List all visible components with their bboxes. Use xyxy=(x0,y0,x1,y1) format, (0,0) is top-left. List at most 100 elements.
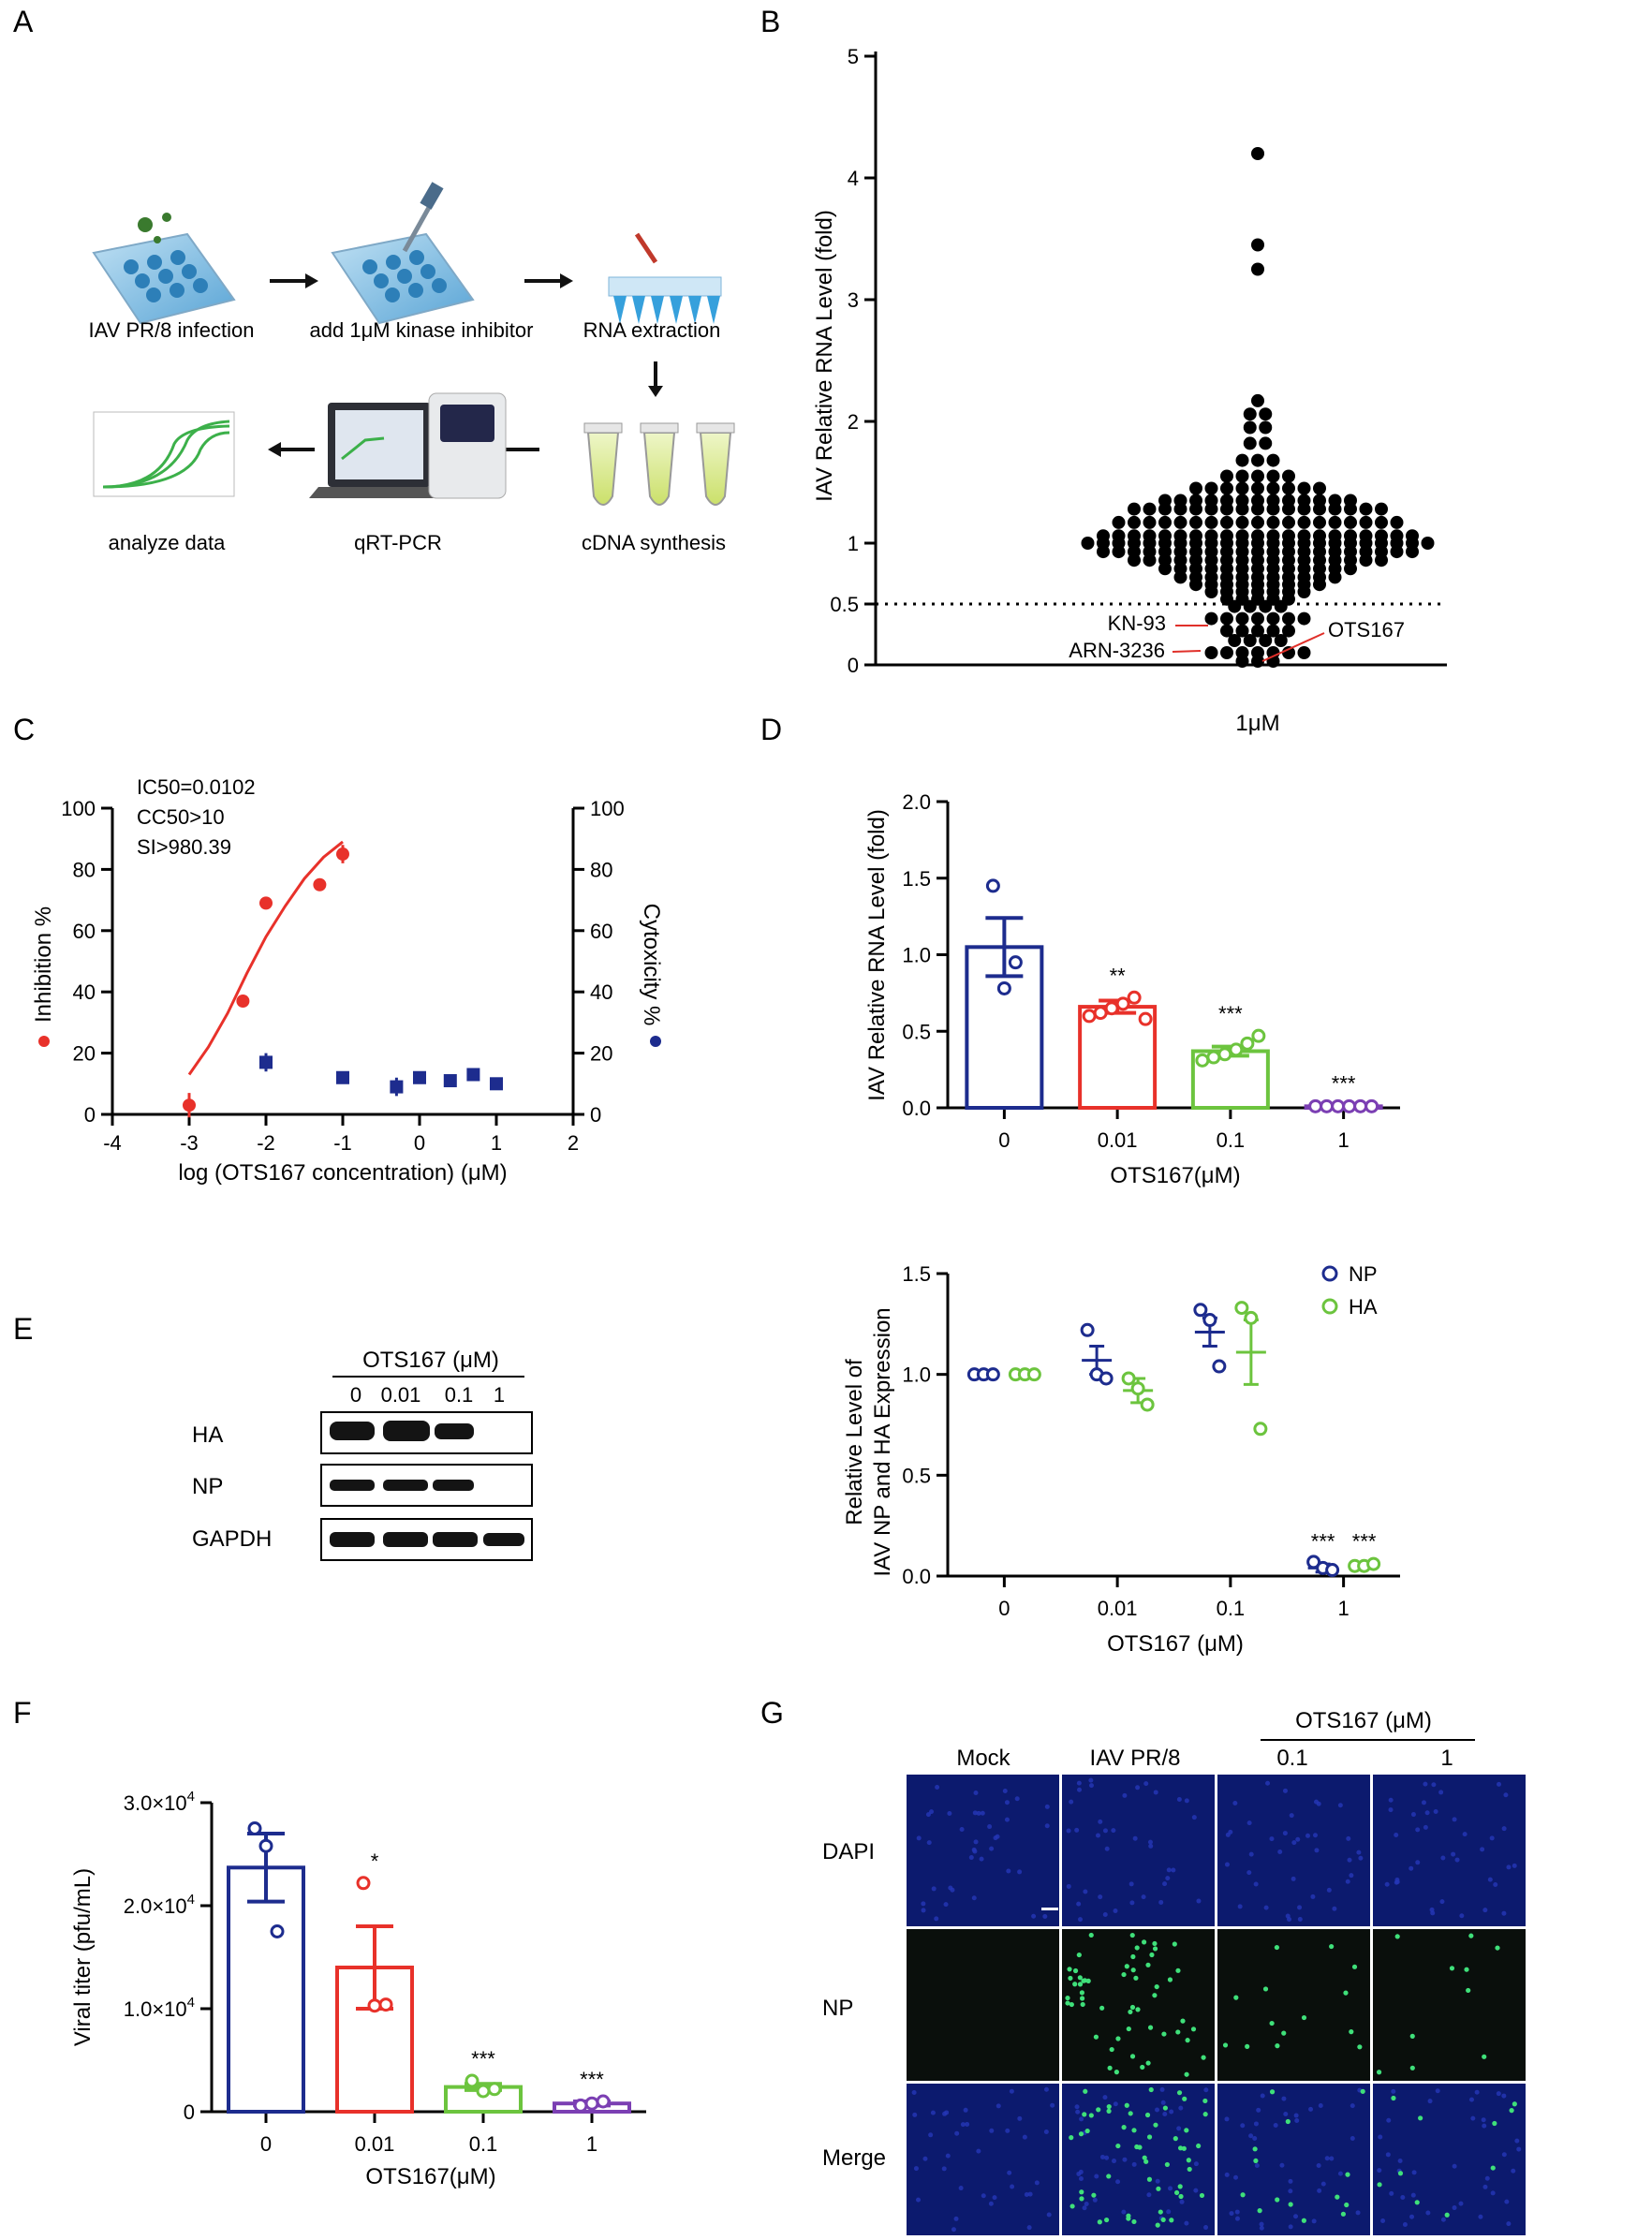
g-nucleus xyxy=(1316,2163,1321,2169)
g-nucleus xyxy=(1439,1899,1445,1905)
g-nucleus xyxy=(1273,2123,1278,2129)
e-data-point xyxy=(1234,1301,1249,1316)
f-y-tick-label: 0 xyxy=(184,2100,195,2124)
g-nucleus xyxy=(1079,2116,1084,2122)
pointer-ots167 xyxy=(1261,632,1325,662)
f-y-tick-label: 2.0×104 xyxy=(124,1892,195,1918)
c-stat: IC50=0.0102 xyxy=(137,775,256,799)
g-np-cell xyxy=(1351,1964,1358,1969)
g-np-cell xyxy=(1152,1993,1158,1998)
b-data-point xyxy=(1189,578,1202,592)
plate-infection-icon xyxy=(92,213,236,325)
f-marks: ******* xyxy=(227,1821,631,2115)
g-nucleus xyxy=(1487,1877,1493,1882)
g-nucleus xyxy=(1511,2168,1516,2174)
g-np-cell xyxy=(1084,2128,1090,2134)
e-data-point xyxy=(1121,1371,1136,1386)
g-nucleus xyxy=(1452,2205,1457,2211)
b-data-point xyxy=(1112,545,1126,559)
panel-a-workflow: IAV PR/8 infection add 1μM kinase inhibi… xyxy=(89,182,735,554)
g-np-cell xyxy=(1409,2065,1415,2071)
g-np-cell xyxy=(1065,2000,1070,2006)
g-np-cell xyxy=(1130,1953,1136,1960)
g-nucleus xyxy=(959,1827,965,1833)
g-nucleus xyxy=(1237,1904,1243,1909)
g-nucleus xyxy=(1233,2174,1239,2180)
b-data-point xyxy=(1220,646,1233,659)
b-data-point xyxy=(1143,515,1157,529)
g-nucleus xyxy=(1066,1883,1071,1889)
g-np-cell xyxy=(1202,2098,1208,2104)
d-data-point xyxy=(1240,1036,1255,1051)
g-nucleus xyxy=(1224,1862,1230,1867)
c-stat: SI>980.39 xyxy=(137,835,231,859)
g-np-cell xyxy=(1176,2090,1183,2096)
g-nucleus xyxy=(1076,1901,1082,1907)
g-np-cell xyxy=(1133,1975,1139,1981)
b-data-point xyxy=(1259,420,1273,435)
arrow-left-icon xyxy=(268,442,315,457)
g-np-cell xyxy=(1072,1982,1078,1987)
g-nucleus xyxy=(1147,1839,1153,1845)
g-nucleus xyxy=(1017,2115,1023,2121)
g-nucleus xyxy=(1083,1889,1088,1894)
g-np-cell xyxy=(1301,2014,1307,2021)
g-nucleus xyxy=(1429,1907,1435,1912)
g-np-cell xyxy=(1085,1978,1091,1983)
g-nucleus xyxy=(1132,1835,1138,1841)
d-data-point xyxy=(1206,1050,1221,1065)
g-nucleus xyxy=(1046,2212,1052,2218)
g-nucleus xyxy=(1022,2134,1027,2140)
panel-d-chart: 0.00.51.01.52.00 0.01 0.1 1 ******** IAV Re… xyxy=(864,790,1400,1188)
g-nucleus xyxy=(1388,1797,1394,1803)
step-label: analyze data xyxy=(109,531,227,554)
b-data-point xyxy=(1097,545,1110,559)
g-nucleus xyxy=(1248,2133,1254,2139)
g-np-cell xyxy=(1269,2089,1276,2095)
b-data-point xyxy=(1259,634,1273,647)
g-np-cell xyxy=(1076,1952,1082,1958)
e-data-point xyxy=(1026,1367,1041,1382)
g-np-cell xyxy=(1142,2155,1147,2160)
g-nucleus xyxy=(943,1902,949,1908)
c-y-tick-label-right: 20 xyxy=(590,1042,612,1066)
d-data-point xyxy=(1353,1098,1368,1113)
g-nucleus xyxy=(1496,2091,1501,2097)
b-data-point xyxy=(1266,515,1280,529)
g-nucleus xyxy=(1501,1826,1507,1832)
g-np-cell xyxy=(1173,2189,1180,2196)
g-nucleus xyxy=(1269,1836,1275,1842)
g-np-cell xyxy=(1357,2044,1363,2050)
g-nucleus xyxy=(1295,1836,1301,1842)
e-data-point xyxy=(1193,1303,1208,1318)
g-np-cell xyxy=(1096,2107,1101,2113)
b-data-point xyxy=(1359,515,1373,529)
b-data-point xyxy=(1204,585,1218,598)
g-nucleus xyxy=(1006,1868,1011,1874)
g-tile xyxy=(1217,1929,1370,2081)
b-data-point xyxy=(1243,420,1257,435)
g-nucleus xyxy=(1050,2102,1055,2108)
g-nucleus xyxy=(1411,2170,1417,2175)
g-nucleus xyxy=(951,2227,956,2233)
b-data-point xyxy=(1243,407,1257,421)
g-nucleus xyxy=(1512,1863,1517,1868)
panel-e-blot: OTS167 (μM) 0 0.01 0.1 1 HA NP GAPDH xyxy=(192,1348,533,1561)
c-x-tick-label: -1 xyxy=(333,1131,352,1155)
b-data-point xyxy=(1313,481,1326,495)
g-nucleus xyxy=(926,1840,932,1846)
g-nucleus xyxy=(1162,2112,1168,2117)
b-data-point xyxy=(1297,612,1311,626)
b-data-point xyxy=(1220,469,1233,483)
e-x-label: OTS167 (μM) xyxy=(1107,1631,1244,1657)
d-axes xyxy=(946,802,1400,1110)
g-nucleus xyxy=(1312,1833,1318,1838)
b-data-point xyxy=(1406,545,1419,559)
b-y-label: IAV Relative RNA Level (fold) xyxy=(812,210,837,502)
g-nucleus xyxy=(958,2186,964,2191)
g-np-cell xyxy=(1184,2071,1189,2077)
g-nucleus xyxy=(1451,1851,1456,1857)
g-np-cell xyxy=(1199,2192,1205,2199)
qpcr-machine-icon xyxy=(309,392,507,499)
b-y-tick-label: 0.5 xyxy=(830,593,859,616)
